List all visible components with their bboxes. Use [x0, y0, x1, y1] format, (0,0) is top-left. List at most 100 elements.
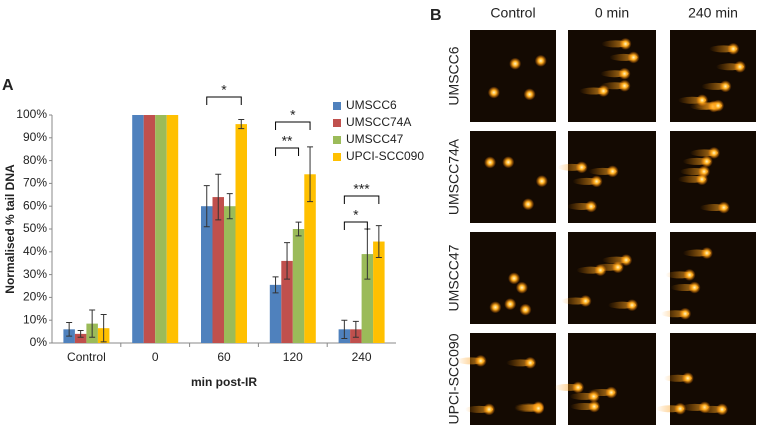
- comet-head: [679, 307, 692, 320]
- row-label: UPCI-SCC090: [446, 333, 462, 424]
- panel-label: B: [430, 7, 442, 24]
- comet-head: [474, 354, 487, 367]
- comet-head: [487, 86, 500, 99]
- x-tick-label: 60: [217, 350, 231, 364]
- row-label: UMSCC47: [446, 244, 462, 311]
- comet-head: [523, 88, 536, 101]
- y-tick-label: 60%: [23, 198, 47, 212]
- comet-head: [700, 247, 713, 260]
- error-bar: [284, 242, 291, 280]
- bar: [269, 284, 282, 343]
- comet-image: [470, 30, 556, 122]
- comet-head: [532, 402, 545, 415]
- comet-head: [716, 403, 729, 416]
- bar: [304, 174, 316, 343]
- error-bar: [77, 329, 84, 338]
- error-bar: [238, 119, 245, 130]
- error-bar: [66, 321, 73, 337]
- error-bar: [307, 146, 314, 203]
- comet-head: [522, 198, 535, 211]
- y-tick-label: 50%: [23, 221, 47, 235]
- bar: [281, 260, 293, 343]
- comet-head: [619, 37, 632, 50]
- bar: [143, 115, 156, 343]
- error-bar: [375, 225, 382, 258]
- error-bar: [203, 185, 210, 228]
- y-tick-label: 30%: [23, 267, 47, 281]
- comet-head: [719, 80, 732, 93]
- bar: [373, 241, 385, 343]
- comet-head: [534, 54, 547, 67]
- legend-label: UPCI-SCC090: [346, 149, 424, 163]
- legend-label: UMSCC47: [346, 132, 404, 146]
- comet-head: [683, 268, 696, 281]
- comet-head: [535, 175, 548, 188]
- comet-head: [588, 400, 601, 413]
- x-axis-label: min post-IR: [191, 375, 257, 389]
- error-bar: [352, 320, 359, 338]
- comet-head: [489, 301, 502, 314]
- y-tick-label: 40%: [23, 244, 47, 258]
- annotation: *: [221, 82, 227, 98]
- bar: [132, 115, 144, 343]
- comet-head: [524, 356, 537, 369]
- bar: [212, 197, 224, 343]
- y-tick-label: 70%: [23, 176, 47, 190]
- error-bar: [215, 173, 222, 221]
- comet-head: [590, 175, 603, 188]
- error-bar: [295, 221, 302, 237]
- bar: [235, 124, 247, 344]
- comet-head: [620, 254, 633, 267]
- legend-label: UMSCC74A: [346, 115, 411, 129]
- comet-head: [626, 299, 639, 312]
- annotation: ***: [353, 181, 370, 197]
- annotation: *: [353, 207, 359, 223]
- significance-bracket: [275, 121, 311, 130]
- comet-image: [568, 232, 656, 324]
- column-header: Control: [490, 5, 535, 21]
- x-tick-label: 240: [352, 350, 372, 364]
- comet-head: [681, 372, 694, 385]
- comet-head: [712, 99, 725, 112]
- legend-swatch: [333, 102, 341, 110]
- comet-head: [611, 261, 624, 274]
- comet-head: [695, 173, 708, 186]
- annotation: *: [290, 107, 296, 123]
- comet-head: [502, 156, 515, 169]
- y-tick-label: 10%: [23, 312, 47, 326]
- comet-head: [483, 403, 496, 416]
- bar: [224, 206, 236, 343]
- comet-head: [717, 201, 730, 214]
- x-tick-label: 0: [152, 350, 159, 364]
- y-tick-label: 90%: [23, 130, 47, 144]
- y-tick-label: 20%: [23, 290, 47, 304]
- comet-head: [733, 60, 746, 73]
- significance-bracket: [343, 195, 380, 204]
- comet-head: [575, 161, 588, 174]
- comet-head: [515, 281, 528, 294]
- legend-swatch: [333, 153, 341, 161]
- comet-head: [674, 402, 687, 415]
- bar: [74, 333, 87, 343]
- annotation: **: [282, 133, 293, 149]
- column-header: 240 min: [688, 5, 738, 21]
- legend-label: UMSCC6: [346, 98, 397, 112]
- panel-label: A: [2, 77, 14, 94]
- comet-head: [618, 79, 631, 92]
- comet-head: [585, 200, 598, 213]
- comet-head: [597, 84, 610, 97]
- comet-head: [618, 67, 631, 80]
- comet-head: [606, 165, 619, 178]
- comet-head: [594, 264, 607, 277]
- comet-head: [605, 386, 618, 399]
- bar: [201, 206, 213, 343]
- bar: [292, 229, 305, 343]
- y-tick-label: 100%: [16, 107, 47, 121]
- error-bar: [272, 276, 279, 294]
- bar: [166, 115, 179, 343]
- row-label: UMSCC6: [446, 46, 462, 105]
- comet-head: [707, 146, 720, 159]
- significance-bracket: [343, 221, 368, 230]
- comet-head: [504, 298, 517, 311]
